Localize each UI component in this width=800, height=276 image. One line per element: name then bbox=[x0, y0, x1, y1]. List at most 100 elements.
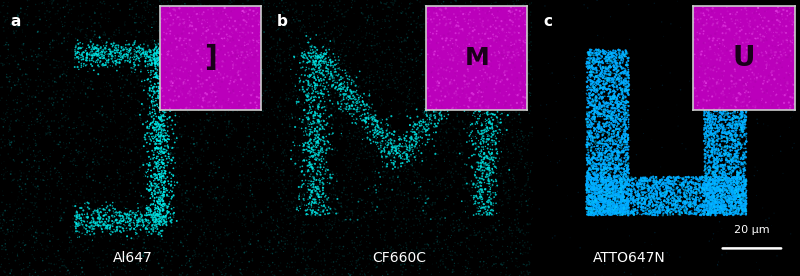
Point bbox=[113, 51, 126, 55]
Point bbox=[303, 142, 316, 147]
Point bbox=[469, 122, 482, 126]
Point bbox=[710, 173, 722, 177]
Point bbox=[40, 6, 53, 10]
Point bbox=[716, 55, 729, 60]
Point bbox=[662, 181, 675, 185]
Point bbox=[245, 219, 258, 223]
Point bbox=[92, 128, 105, 132]
Point bbox=[336, 173, 349, 177]
Point bbox=[405, 182, 418, 187]
Point bbox=[734, 122, 746, 126]
Point bbox=[722, 63, 735, 67]
Point bbox=[360, 31, 373, 35]
Point bbox=[419, 213, 432, 217]
Point bbox=[163, 115, 176, 120]
Point bbox=[152, 205, 165, 210]
Point bbox=[158, 161, 170, 166]
Point bbox=[690, 193, 703, 197]
Point bbox=[203, 172, 216, 176]
Point bbox=[320, 248, 333, 252]
Point bbox=[732, 193, 745, 197]
Point bbox=[419, 201, 432, 205]
Point bbox=[722, 186, 735, 190]
Point bbox=[598, 113, 610, 118]
Point bbox=[414, 267, 426, 271]
Point bbox=[394, 142, 406, 146]
Point bbox=[240, 268, 253, 272]
Point bbox=[442, 105, 455, 109]
Point bbox=[160, 75, 173, 79]
Point bbox=[259, 55, 272, 59]
Point bbox=[297, 220, 310, 224]
Point bbox=[618, 88, 630, 93]
Point bbox=[292, 187, 305, 192]
Point bbox=[298, 108, 311, 112]
Point bbox=[275, 0, 288, 3]
Point bbox=[166, 118, 178, 123]
Point bbox=[517, 86, 530, 90]
Point bbox=[430, 124, 443, 128]
Point bbox=[396, 272, 409, 276]
Point bbox=[168, 145, 181, 150]
Point bbox=[143, 78, 156, 82]
Point bbox=[618, 116, 631, 120]
Point bbox=[482, 179, 495, 183]
Point bbox=[43, 97, 56, 101]
Point bbox=[317, 68, 330, 73]
Point bbox=[80, 164, 93, 168]
Point bbox=[290, 196, 302, 201]
Point bbox=[308, 151, 321, 155]
Point bbox=[522, 270, 534, 275]
Point bbox=[273, 35, 286, 40]
Point bbox=[12, 227, 25, 232]
Point bbox=[382, 150, 395, 155]
Point bbox=[736, 205, 749, 209]
Point bbox=[395, 226, 408, 230]
Point bbox=[274, 205, 287, 209]
Point bbox=[364, 209, 377, 214]
Point bbox=[515, 149, 528, 153]
Point bbox=[121, 136, 134, 140]
Point bbox=[93, 211, 106, 215]
Point bbox=[61, 145, 74, 149]
Point bbox=[154, 67, 166, 71]
Point bbox=[108, 214, 121, 219]
Point bbox=[411, 20, 424, 25]
Point bbox=[586, 160, 599, 164]
Point bbox=[337, 95, 350, 99]
Point bbox=[16, 52, 29, 56]
Point bbox=[85, 220, 98, 225]
Point bbox=[423, 113, 436, 117]
Point bbox=[324, 60, 337, 64]
Point bbox=[339, 89, 352, 94]
Point bbox=[514, 38, 526, 43]
Point bbox=[418, 260, 431, 264]
Point bbox=[718, 149, 731, 153]
Point bbox=[307, 144, 320, 149]
Point bbox=[350, 249, 363, 253]
Point bbox=[288, 253, 301, 257]
Point bbox=[613, 201, 626, 205]
Point bbox=[102, 58, 115, 62]
Point bbox=[266, 144, 279, 148]
Point bbox=[410, 88, 422, 92]
Point bbox=[621, 145, 634, 150]
Point bbox=[155, 102, 168, 106]
Point bbox=[132, 263, 145, 267]
Point bbox=[154, 133, 167, 137]
Point bbox=[314, 0, 327, 3]
Point bbox=[280, 264, 293, 269]
Point bbox=[388, 155, 401, 160]
Point bbox=[450, 98, 462, 102]
Point bbox=[602, 200, 614, 205]
Point bbox=[622, 194, 634, 198]
Point bbox=[482, 91, 494, 95]
Point bbox=[736, 207, 749, 211]
Point bbox=[702, 200, 715, 204]
Point bbox=[110, 218, 123, 223]
Point bbox=[466, 60, 478, 64]
Point bbox=[177, 146, 190, 150]
Point bbox=[484, 58, 497, 62]
Point bbox=[479, 103, 492, 107]
Point bbox=[437, 252, 450, 257]
